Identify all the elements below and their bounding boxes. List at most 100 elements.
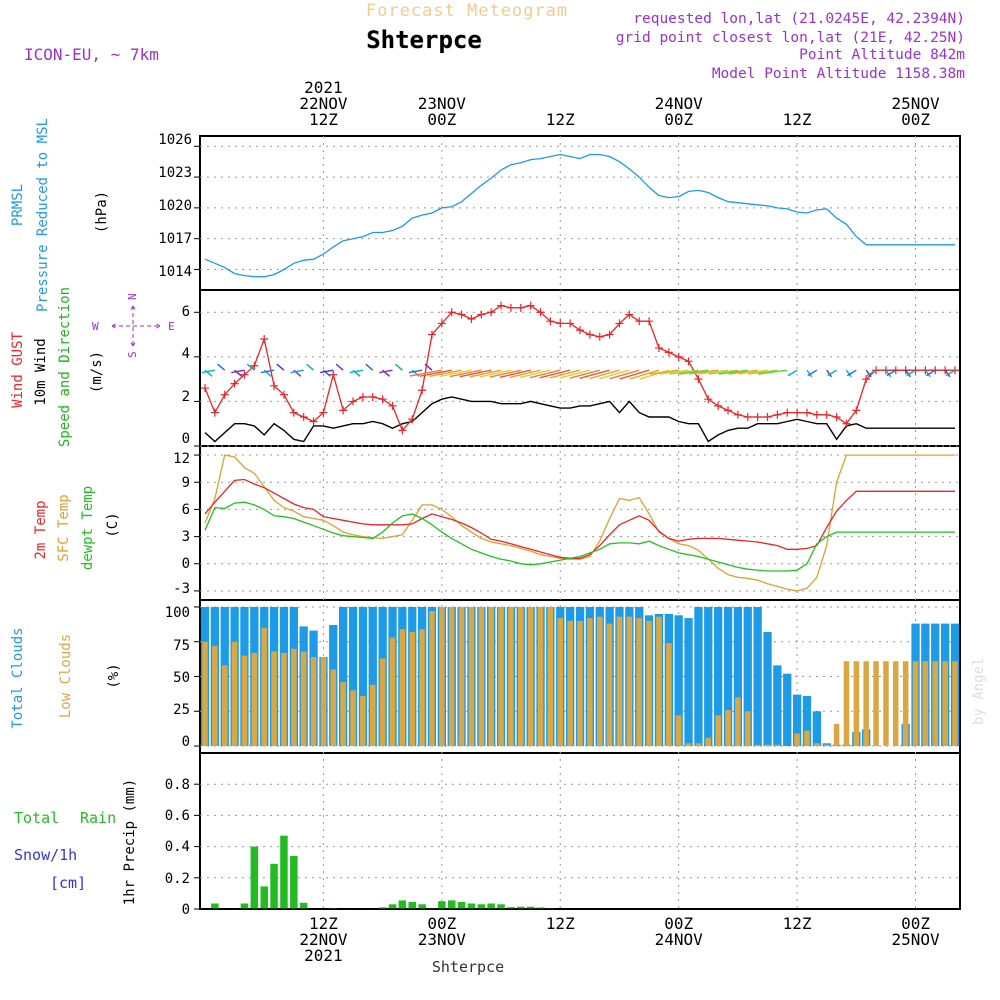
wind-direction-arrow (669, 369, 699, 375)
low-cloud-bar (527, 607, 534, 747)
y-tick-label: 0.8 (165, 777, 190, 793)
low-cloud-bar (458, 607, 465, 747)
low-cloud-bar (241, 655, 248, 746)
footer-location: Shterpce (432, 958, 504, 976)
wind-direction-arrow (469, 369, 502, 378)
wind-gust-point (625, 310, 634, 319)
time-label-top: 00Z (901, 110, 930, 129)
wind-direction-arrow (728, 369, 758, 375)
rain-bar (260, 886, 268, 909)
wind-gust-point (270, 381, 279, 390)
wind-direction-arrow (885, 369, 892, 378)
rain-bar (250, 846, 259, 909)
low-cloud-bar (251, 652, 258, 747)
low-cloud-bar (547, 607, 554, 747)
total-cloud-bar (763, 632, 772, 747)
wind-direction-arrow (826, 369, 833, 378)
wind-direction-arrow (349, 369, 364, 374)
y-tick-label: 3 (182, 529, 190, 545)
wind-direction-arrow (479, 369, 512, 378)
low-cloud-bar (350, 690, 356, 746)
precip-label-cm: [cm] (50, 874, 86, 892)
y-tick-label: 1026 (158, 132, 192, 148)
wind-direction-arrow (698, 369, 729, 375)
low-cloud-bar (745, 711, 751, 747)
low-cloud-bar (518, 607, 524, 747)
low-cloud-bar (725, 709, 731, 747)
wind-gust-point (704, 395, 713, 404)
wind-gust-point (477, 310, 486, 319)
header-location: Shterpce (366, 26, 482, 54)
wind-direction-arrow (449, 369, 482, 378)
wind-direction-arrow (609, 369, 640, 380)
y-tick-label: 4 (182, 346, 190, 362)
wind-gust-point (546, 317, 555, 326)
y-tick-label: 0.4 (165, 839, 190, 855)
wind-gust-point (437, 319, 446, 328)
low-cloud-bar (774, 744, 781, 747)
wind-direction-arrow (319, 369, 334, 374)
time-label-bottom: 22NOV (299, 930, 348, 949)
low-cloud-bar (794, 733, 800, 746)
rain-bar (270, 863, 278, 909)
wind-direction-arrow (865, 369, 872, 378)
cloud-bars (200, 607, 960, 747)
credit: by Angel (971, 658, 987, 725)
low-cloud-bar (231, 641, 238, 746)
wind-direction-arrow (529, 369, 561, 379)
wind-gust-point (674, 352, 683, 361)
pressure-label-prmsl: PRMSL (10, 184, 26, 226)
total-cloud-bar (684, 618, 693, 747)
low-cloud-bar (636, 618, 642, 747)
wind-direction-arrow (365, 363, 374, 371)
wind-gust-point (289, 408, 298, 417)
y-tick-label: 0 (182, 902, 190, 918)
low-cloud-bar (488, 607, 494, 747)
sfc-temp-line (204, 454, 955, 592)
y-tick-label: 0.2 (165, 871, 190, 887)
y-tick-label: 1023 (158, 165, 192, 181)
wind-gust-point (299, 413, 308, 422)
wind-direction-arrow (260, 369, 275, 374)
wind-direction-arrow (429, 369, 462, 377)
wind-gust-point (457, 310, 466, 319)
wind-gust-point (753, 413, 762, 422)
wind-gust-point (802, 408, 811, 417)
low-cloud-bar (626, 616, 633, 747)
wind-direction-arrow (379, 369, 393, 374)
wind-gust-point (585, 330, 594, 339)
wind-gust-point (250, 361, 259, 370)
rain-bar (290, 856, 298, 909)
wind-gust-point (319, 408, 328, 417)
precip-labels: Total Rain Snow/1h [cm] 1hr Precip (mm) (14, 779, 138, 905)
low-cloud-bar (685, 743, 692, 747)
wind-direction-arrow (787, 369, 798, 377)
wind-gust-point (911, 366, 920, 375)
low-cloud-bar (360, 696, 366, 747)
wind-direction-arrow (708, 369, 738, 375)
rain-bar (467, 903, 476, 909)
y-tick-label: 6 (182, 304, 190, 320)
wind-direction-arrow (827, 369, 837, 377)
wind-gust-point (358, 392, 367, 401)
wind-direction-arrow (424, 363, 433, 371)
wind-gust-point (635, 317, 644, 326)
wind-gust-point (487, 308, 496, 317)
low-cloud-bar (557, 618, 563, 747)
wind-direction-arrow (845, 369, 852, 378)
wind-direction-arrow (579, 369, 610, 379)
wind-gust-line (204, 304, 955, 432)
wind-label-gust: Wind GUST (10, 332, 26, 408)
time-label-top: 12Z (546, 110, 575, 129)
clouds-label-unit: (%) (106, 663, 122, 688)
header-grid: grid point closest lon,lat (21E, 42.25N) (616, 30, 965, 46)
wind-direction-arrow (569, 369, 600, 379)
pressure-axis: 1014 1017 1020 1023 1026 (158, 132, 192, 280)
wind-direction-arrow (519, 369, 551, 379)
rain-bar (526, 906, 535, 909)
temp-2m-line (204, 478, 955, 559)
rain-bar (280, 835, 288, 909)
low-cloud-bar (764, 744, 771, 747)
pressure-labels: PRMSL Pressure Reduced to MSL (hPa) (10, 118, 110, 312)
